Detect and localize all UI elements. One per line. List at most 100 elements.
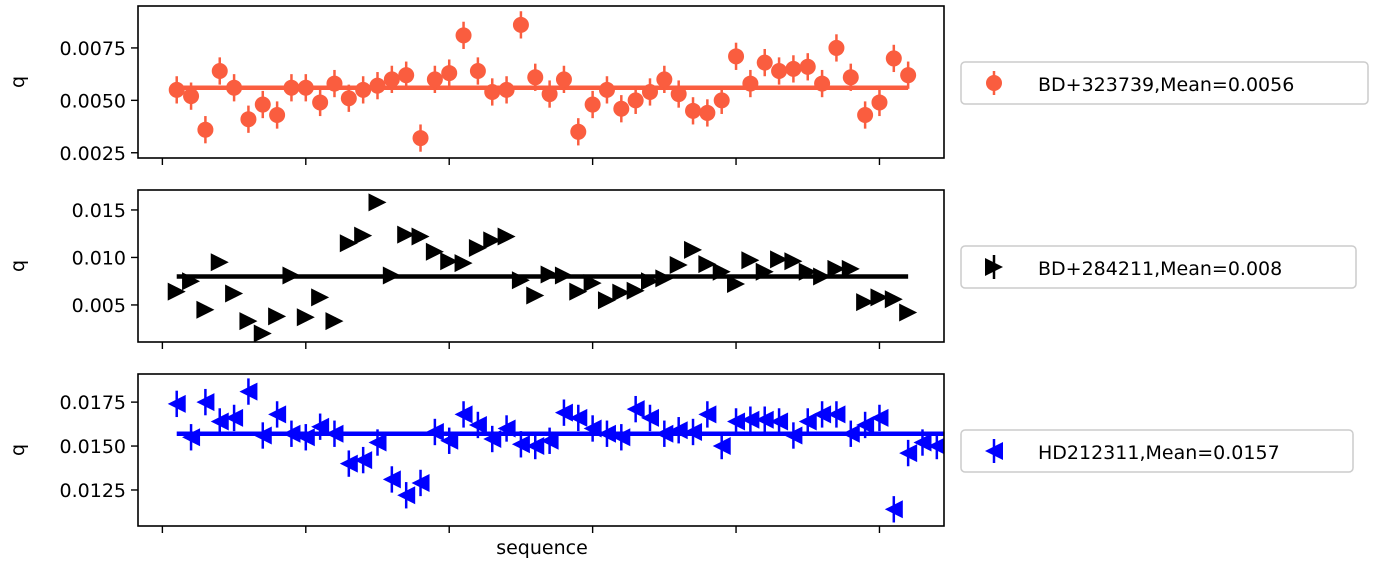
data-point xyxy=(511,435,530,454)
data-point xyxy=(182,272,201,291)
data-point xyxy=(814,75,831,92)
data-point xyxy=(841,424,860,443)
y-tick-label: 0.0125 xyxy=(60,480,126,502)
data-point xyxy=(613,100,630,117)
data-point xyxy=(226,79,243,96)
y-tick-label: 0.015 xyxy=(72,200,126,222)
data-point xyxy=(339,234,358,253)
y-axis-label: q xyxy=(7,260,29,272)
data-point xyxy=(325,424,344,443)
data-point xyxy=(225,408,244,427)
data-point xyxy=(554,403,573,422)
data-point xyxy=(884,290,903,309)
data-point xyxy=(398,67,415,84)
data-point xyxy=(425,242,444,261)
data-point xyxy=(727,412,746,431)
data-point xyxy=(784,252,803,271)
data-point xyxy=(713,92,730,109)
data-point xyxy=(798,412,817,431)
data-point xyxy=(383,71,400,88)
legend-label: BD+284211,Mean=0.008 xyxy=(1038,258,1282,280)
data-point xyxy=(583,274,602,293)
data-point xyxy=(885,50,902,67)
data-point xyxy=(857,107,874,124)
data-point xyxy=(685,102,702,119)
data-point xyxy=(282,424,301,443)
data-point xyxy=(269,107,286,124)
data-point xyxy=(626,281,645,300)
data-point xyxy=(182,428,201,447)
data-point xyxy=(656,71,673,88)
data-point xyxy=(856,293,875,312)
y-tick-label: 0.0050 xyxy=(60,90,126,112)
data-point xyxy=(584,96,601,113)
legend: HD212311,Mean=0.0157 xyxy=(960,429,1354,473)
data-point xyxy=(727,275,746,294)
data-point xyxy=(827,259,846,278)
legend: BD+323739,Mean=0.0056 xyxy=(960,61,1369,105)
data-point xyxy=(712,437,731,456)
data-point xyxy=(598,81,615,98)
chart-panel-1: 0.0025 0.0050 0.0075 q BD+323739,Mean=0.0056 xyxy=(7,5,1369,165)
data-point xyxy=(484,83,501,100)
data-point xyxy=(253,324,272,342)
data-point xyxy=(183,88,200,105)
data-point xyxy=(827,405,846,424)
data-point xyxy=(655,424,674,443)
data-point xyxy=(755,262,774,281)
data-point xyxy=(870,288,889,307)
data-point xyxy=(813,405,832,424)
data-point xyxy=(468,415,487,434)
data-point xyxy=(698,405,717,424)
data-point xyxy=(397,486,416,505)
data-point xyxy=(369,77,386,94)
data-point xyxy=(325,312,344,331)
data-point xyxy=(527,69,544,86)
data-point xyxy=(297,79,314,96)
data-point xyxy=(354,451,373,470)
data-point xyxy=(368,433,387,452)
data-point xyxy=(942,441,944,444)
data-point xyxy=(296,308,315,327)
legend-marker xyxy=(985,442,1003,460)
data-point xyxy=(225,284,244,303)
data-point xyxy=(526,286,545,305)
data-point xyxy=(282,266,301,285)
data-point xyxy=(728,48,745,65)
y-tick-label: 0.0025 xyxy=(60,143,126,165)
data-point xyxy=(311,417,330,436)
data-point xyxy=(755,410,774,429)
data-point xyxy=(841,259,860,278)
data-point xyxy=(239,312,258,331)
data-point xyxy=(540,431,559,450)
data-point xyxy=(440,252,459,271)
data-point xyxy=(684,240,703,259)
data-point xyxy=(196,300,215,319)
y-axis-label: q xyxy=(7,76,29,88)
axes-frame xyxy=(137,373,945,527)
data-point xyxy=(355,81,372,98)
data-point xyxy=(511,271,530,290)
data-point xyxy=(426,71,443,88)
data-point xyxy=(210,412,229,431)
data-point xyxy=(871,94,888,111)
legend-label: HD212311,Mean=0.0157 xyxy=(1038,442,1280,464)
data-point xyxy=(254,96,271,113)
data-point xyxy=(283,79,300,96)
data-point xyxy=(570,123,587,140)
data-point xyxy=(640,408,659,427)
data-point xyxy=(770,412,789,431)
data-point xyxy=(899,303,918,322)
data-point xyxy=(1000,409,1018,427)
data-point xyxy=(569,408,588,427)
y-axis-label: q xyxy=(7,444,29,456)
chart-panel-2: 0.005 0.010 0.015 q BD+284211,Mean=0.008 xyxy=(7,189,1357,349)
data-point xyxy=(483,430,502,449)
data-point xyxy=(554,266,573,285)
data-point xyxy=(411,227,430,246)
x-axis-label: sequence xyxy=(496,537,588,559)
data-point xyxy=(540,265,559,284)
data-point xyxy=(441,65,458,82)
data-point xyxy=(870,408,889,427)
